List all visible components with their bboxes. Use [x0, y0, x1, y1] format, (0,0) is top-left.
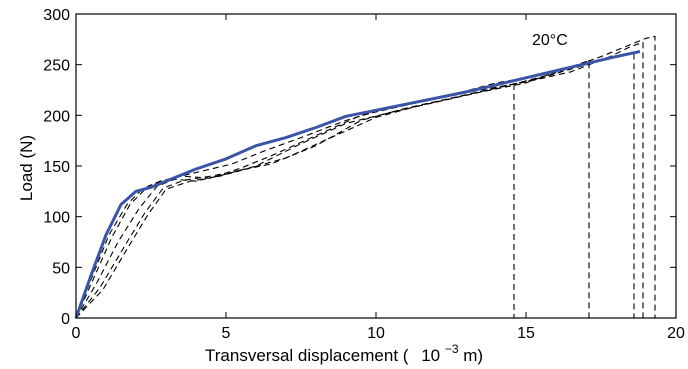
y-tick-label: 300	[43, 7, 70, 24]
y-tick-label: 0	[61, 311, 70, 328]
x-axis-unit-base: 10	[421, 346, 440, 365]
plot-area	[76, 14, 676, 318]
mean-curve-line	[74, 50, 641, 319]
axes	[75, 13, 677, 319]
test-curve-line	[75, 35, 656, 319]
y-tick-label: 250	[43, 58, 70, 75]
y-tick-label: 100	[43, 210, 70, 227]
x-tick-label: 20	[667, 325, 685, 342]
x-tick-label: 5	[222, 325, 231, 342]
x-axis-unit-tail: m)	[463, 346, 483, 365]
x-axis-unit-exp: −3	[445, 342, 459, 356]
annotation-temperature: 20°C	[532, 32, 568, 49]
x-tick-label: 0	[72, 325, 81, 342]
x-tick-label: 10	[367, 325, 385, 342]
y-axis-title: Load (N)	[17, 135, 36, 201]
test-curve-line	[75, 60, 590, 319]
series-group	[74, 35, 656, 319]
y-tick-label: 150	[43, 159, 70, 176]
x-axis-title-text: Transversal displacement (	[205, 346, 409, 365]
y-tick-label: 50	[52, 260, 70, 277]
x-axis-title: Transversal displacement ( 10 −3 m)	[205, 338, 483, 365]
x-tick-label: 15	[517, 325, 535, 342]
plot-background	[76, 14, 676, 318]
y-tick-label: 200	[43, 108, 70, 125]
test-curve-line	[75, 79, 515, 319]
